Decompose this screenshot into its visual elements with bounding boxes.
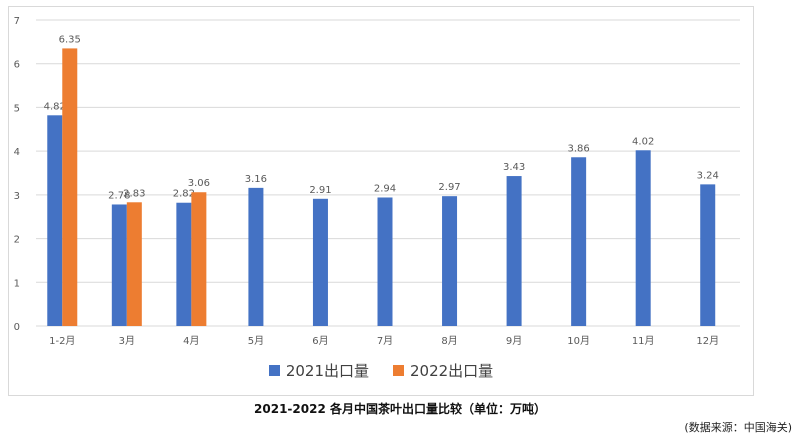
bar-2021 <box>442 196 458 326</box>
data-label: 2.78 <box>108 190 130 201</box>
bar-2022 <box>191 192 207 326</box>
data-label: 3.24 <box>697 170 719 181</box>
data-label: 3.86 <box>568 143 590 154</box>
data-label: 2.91 <box>309 185 331 196</box>
x-tick-label: 6月 <box>312 335 328 347</box>
x-tick-label: 7月 <box>377 335 393 347</box>
data-label: 2.94 <box>374 183 396 194</box>
data-label: 2.97 <box>438 182 460 193</box>
y-tick-label: 2 <box>14 235 20 246</box>
data-label: 3.16 <box>245 174 267 185</box>
bar-2021 <box>377 197 393 326</box>
y-tick-label: 0 <box>14 322 20 333</box>
x-tick-label: 4月 <box>183 335 199 347</box>
data-label: 2.82 <box>173 189 195 200</box>
x-tick-label: 10月 <box>567 335 590 347</box>
x-tick-label: 3月 <box>119 335 135 347</box>
legend-label-2022: 2022出口量 <box>410 362 494 380</box>
bar-2021 <box>700 184 716 326</box>
chart-caption: 2021-2022 各月中国茶叶出口量比较（单位：万吨） <box>254 402 546 416</box>
x-tick-label: 8月 <box>441 335 457 347</box>
data-label: 3.06 <box>188 178 210 189</box>
x-tick-label: 9月 <box>506 335 522 347</box>
legend-item-2021: 2021出口量 <box>268 360 369 381</box>
data-label: 6.35 <box>59 34 81 45</box>
bar-2021 <box>571 157 587 326</box>
y-tick-label: 5 <box>14 103 20 114</box>
bar-2022 <box>126 202 142 326</box>
y-tick-label: 6 <box>14 60 20 71</box>
x-tick-label: 11月 <box>632 335 655 347</box>
y-tick-label: 1 <box>14 278 20 289</box>
data-label: 3.43 <box>503 162 525 173</box>
bar-2021 <box>47 115 63 326</box>
data-label: 2.83 <box>123 188 145 199</box>
legend-label-2021: 2021出口量 <box>285 362 369 380</box>
x-tick-label: 5月 <box>248 335 264 347</box>
bar-2021 <box>635 150 651 326</box>
bar-2021 <box>248 187 264 326</box>
data-label: 4.02 <box>632 136 654 147</box>
bar-2021 <box>312 198 328 326</box>
y-tick-label: 7 <box>14 16 20 27</box>
data-source-note: (数据来源：中国海关) <box>684 421 792 434</box>
legend: 2021出口量 2022出口量 <box>8 360 754 381</box>
y-tick-label: 4 <box>14 147 20 158</box>
data-label: 4.82 <box>44 101 66 112</box>
x-tick-label: 1-2月 <box>49 335 75 347</box>
y-tick-label: 3 <box>14 191 20 202</box>
bar-2021 <box>111 204 127 326</box>
bar-2021 <box>506 176 522 326</box>
legend-swatch-2022 <box>393 365 404 376</box>
x-tick-label: 12月 <box>696 335 719 347</box>
bar-2021 <box>176 202 192 326</box>
legend-item-2022: 2022出口量 <box>393 360 493 381</box>
bar-2022 <box>62 48 78 327</box>
legend-swatch-2021 <box>268 365 280 376</box>
